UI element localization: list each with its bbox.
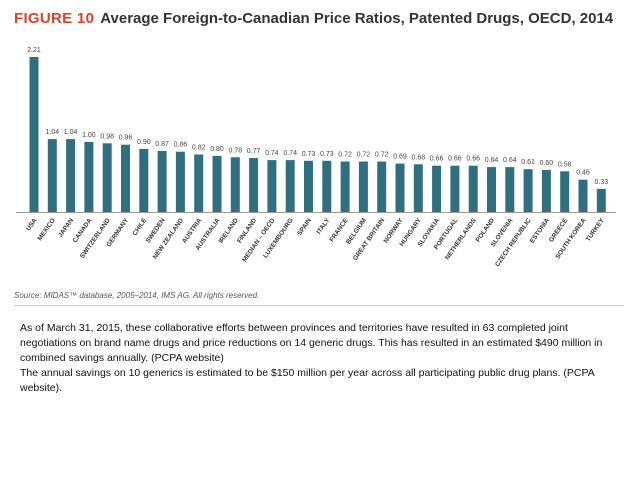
data-label: 0.72 (357, 152, 371, 159)
category-tick-label: MEDIAN – OECD (241, 217, 277, 264)
data-label: 0.82 (192, 145, 206, 152)
bar-chart: 2.21USA1.04MEXICO1.04JAPAN1.00CANADA0.98… (16, 47, 616, 268)
chart-title: Average Foreign-to-Canadian Price Ratios… (100, 10, 614, 27)
bar (29, 57, 39, 212)
divider (14, 305, 624, 306)
category-tick-label: TURKEY (585, 217, 606, 243)
data-label: 0.90 (137, 139, 151, 146)
category-tick-label: USA (25, 217, 39, 233)
bar (212, 155, 222, 212)
category-tick-label: MEXICO (36, 217, 56, 242)
bar (340, 161, 350, 212)
bar (450, 165, 460, 212)
data-label: 1.04 (45, 129, 59, 136)
data-label: 0.86 (174, 142, 188, 149)
bar (230, 157, 240, 212)
bar (121, 144, 130, 212)
bar (596, 188, 606, 212)
data-label: 0.73 (302, 151, 316, 158)
data-label: 0.78 (228, 147, 242, 154)
bar (523, 169, 533, 212)
data-label: 0.77 (247, 148, 261, 155)
bar (468, 165, 478, 212)
bar (432, 165, 442, 212)
data-label: 0.58 (558, 161, 572, 168)
bar (413, 164, 423, 212)
bar (560, 171, 570, 212)
bar (505, 167, 515, 212)
data-label: 0.66 (430, 156, 444, 163)
bar (47, 139, 57, 212)
data-label: 0.98 (100, 133, 114, 140)
data-label: 0.64 (485, 157, 499, 164)
category-tick-label: SPAIN (296, 217, 313, 237)
data-label: 0.66 (448, 156, 462, 163)
category-tick-label: CHILE (132, 217, 149, 238)
notes-block: As of March 31, 2015, these collaborativ… (20, 321, 620, 396)
bar (102, 143, 112, 212)
chart-title-row: FIGURE 10 Average Foreign-to-Canadian Pri… (14, 10, 613, 27)
bar (249, 158, 259, 212)
bar (84, 141, 94, 212)
bar (175, 151, 185, 212)
data-label: 0.33 (594, 179, 608, 186)
bar (285, 160, 295, 212)
data-label: 0.72 (338, 152, 352, 159)
bar (157, 151, 167, 212)
note-paragraph-2: The annual savings on 10 generics is est… (20, 367, 595, 394)
bar (578, 179, 588, 212)
data-label: 0.72 (375, 152, 389, 159)
bar (304, 160, 313, 212)
data-label: 0.68 (411, 154, 425, 161)
category-tick-label: ITALY (316, 217, 332, 236)
data-label: 0.64 (503, 157, 517, 164)
note-paragraph-1: As of March 31, 2015, these collaborativ… (20, 322, 603, 364)
data-label: 0.61 (521, 159, 535, 166)
data-label: 0.69 (393, 154, 407, 161)
bar (267, 160, 277, 212)
data-label: 0.74 (283, 150, 297, 157)
data-label: 0.73 (320, 151, 334, 158)
bar (194, 154, 204, 212)
bar (358, 161, 368, 212)
source-note: Source: MIDAS™ database, 2005–2014, IMS … (14, 291, 260, 300)
data-label: 1.00 (82, 132, 96, 139)
data-label: 0.87 (155, 141, 169, 148)
bar (541, 169, 551, 212)
figure-label: FIGURE 10 (14, 10, 95, 27)
category-tick-label: CZECH REPUBLIC (494, 217, 533, 268)
data-label: 0.60 (540, 160, 554, 167)
category-tick-label: JAPAN (57, 217, 75, 239)
data-label: 0.46 (576, 170, 590, 177)
data-label: 2.21 (27, 47, 41, 54)
bar (66, 139, 76, 212)
bar (395, 163, 405, 212)
data-label: 0.66 (466, 156, 480, 163)
bar (487, 167, 496, 212)
data-label: 0.80 (210, 146, 224, 153)
data-label: 1.04 (64, 129, 78, 136)
bar (322, 160, 332, 212)
data-label: 0.74 (265, 150, 279, 157)
bar (377, 161, 387, 212)
bar (139, 148, 149, 212)
data-label: 0.96 (119, 135, 133, 142)
